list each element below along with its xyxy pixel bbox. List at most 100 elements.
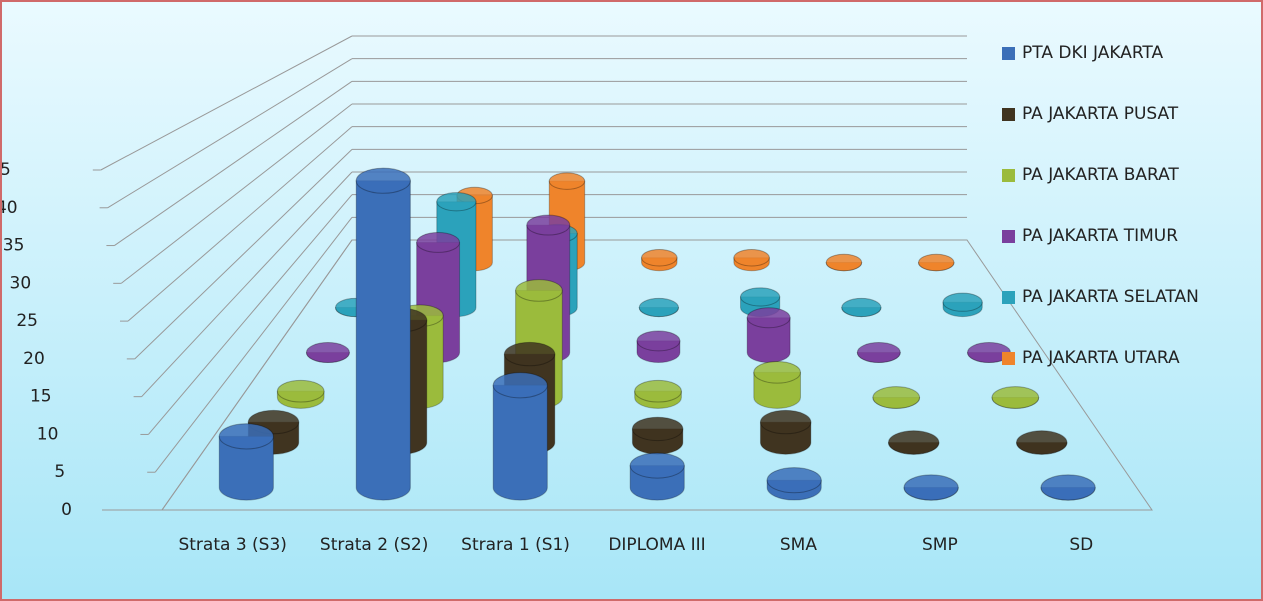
cylinder (629, 452, 685, 501)
grid-line (148, 194, 353, 435)
cylinder (753, 360, 801, 409)
y-tick-label: 35 (3, 236, 25, 256)
y-tick-label: 5 (54, 462, 65, 482)
cylinder (967, 342, 1011, 363)
cylinder-top (526, 214, 571, 236)
cylinder-top (548, 172, 586, 190)
cylinder-top (841, 297, 882, 318)
legend-label: PA JAKARTA PUSAT (1022, 104, 1179, 124)
cylinder (841, 297, 882, 318)
x-tick-label: SD (1069, 535, 1094, 555)
cylinder (872, 386, 921, 409)
cylinder-top (856, 342, 901, 363)
cylinder (746, 307, 791, 363)
cylinder (641, 248, 678, 272)
cylinder (825, 253, 863, 272)
cylinder-top (503, 341, 556, 367)
grid-line (134, 148, 353, 360)
cylinder (634, 379, 682, 409)
cylinder (887, 430, 940, 455)
cylinder-top (740, 287, 781, 307)
cylinder-top (634, 379, 682, 403)
cylinder-body (355, 180, 411, 501)
cylinder-top (629, 452, 685, 479)
cylinder (733, 248, 770, 272)
legend-swatch (1002, 230, 1015, 243)
cylinder-top (872, 386, 921, 409)
legend-item: PA JAKARTA SELATAN (1002, 284, 1254, 310)
legend-label: PA JAKARTA SELATAN (1022, 287, 1199, 307)
legend-swatch (1002, 169, 1015, 182)
cylinder (991, 386, 1040, 409)
cylinder-top (1016, 430, 1068, 455)
x-tick-label: SMP (921, 535, 958, 555)
cylinder (355, 167, 411, 501)
legend-item: PTA DKI JAKARTA (1002, 40, 1254, 66)
grid-line (127, 126, 353, 322)
legend-item: PA JAKARTA UTARA (1002, 345, 1254, 371)
y-tick-label: 25 (16, 311, 38, 331)
cylinder-body (218, 435, 274, 501)
cylinder (903, 474, 959, 501)
cylinder-top (641, 248, 678, 267)
cylinder-top (436, 192, 477, 212)
grid-line (161, 239, 353, 511)
x-tick-label: SMA (779, 535, 817, 555)
cylinder-top (218, 423, 274, 450)
grid-line (120, 103, 353, 284)
grid-line (100, 35, 353, 171)
cylinder (276, 379, 325, 409)
legend-item: PA JAKARTA BARAT (1002, 162, 1254, 188)
cylinder-top (766, 467, 822, 494)
legend-label: PA JAKARTA UTARA (1022, 348, 1180, 368)
cylinder-top (1040, 474, 1096, 501)
y-tick-label: 45 (2, 160, 11, 180)
cylinder-top (759, 409, 812, 435)
y-tick-label: 20 (23, 349, 45, 369)
cylinder (492, 372, 548, 501)
y-tick-label: 30 (10, 273, 32, 293)
cylinder (1016, 430, 1068, 455)
cylinder-top (416, 231, 461, 253)
y-tick-label: 10 (37, 424, 59, 444)
cylinder-top (753, 360, 801, 384)
cylinder (918, 253, 955, 272)
cylinder-top (636, 330, 681, 352)
grid-line (154, 217, 353, 473)
cylinder-body (492, 384, 548, 501)
cylinder (631, 416, 684, 455)
cylinder-top (631, 416, 684, 442)
legend-item: PA JAKARTA TIMUR (1002, 223, 1254, 249)
grid-line (141, 171, 353, 398)
cylinder-top (825, 253, 863, 272)
cylinder-top (746, 307, 791, 329)
x-tick-label: Strara 1 (S1) (461, 535, 570, 555)
grid-line (114, 80, 353, 246)
y-tick-label: 40 (2, 198, 18, 218)
legend-label: PA JAKARTA TIMUR (1022, 226, 1179, 246)
cylinder-top (991, 386, 1040, 409)
x-tick-label: Strata 3 (S3) (178, 535, 287, 555)
cylinder (638, 297, 679, 318)
legend-item: PA JAKARTA PUSAT (1002, 101, 1254, 127)
cylinder-top (887, 430, 940, 455)
legend-swatch (1002, 291, 1015, 304)
cylinder-top (942, 292, 983, 312)
legend-swatch (1002, 352, 1015, 365)
cylinder (856, 342, 901, 363)
y-tick-label: 0 (61, 500, 72, 520)
cylinder (766, 467, 822, 501)
cylinder (305, 342, 350, 363)
legend-swatch (1002, 47, 1015, 60)
cylinder-top (903, 474, 959, 501)
cylinder (636, 330, 681, 363)
legend-swatch (1002, 108, 1015, 121)
grid-line (107, 58, 353, 209)
x-tick-label: DIPLOMA III (608, 535, 706, 555)
cylinder-top (492, 372, 548, 399)
cylinder-top (918, 253, 955, 272)
cylinder-top (515, 279, 563, 302)
cylinder-top (638, 297, 679, 318)
